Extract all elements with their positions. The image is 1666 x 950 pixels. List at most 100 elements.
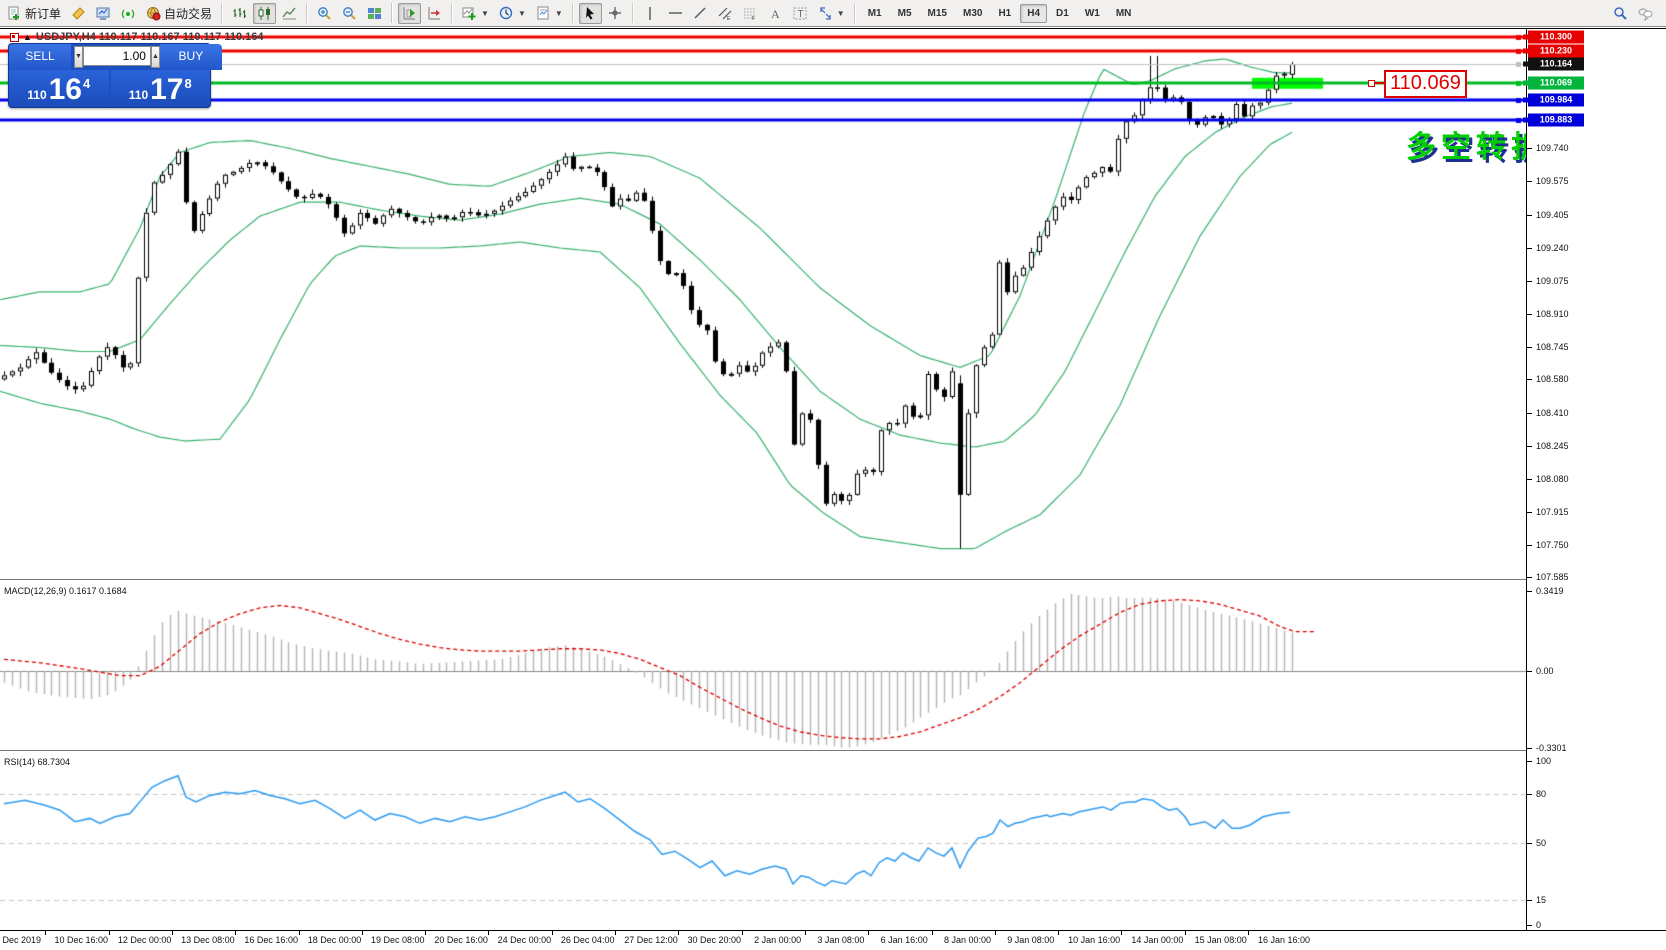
time-tick — [1184, 931, 1186, 935]
bar-chart-button[interactable] — [228, 3, 251, 24]
time-tick — [804, 931, 806, 935]
timeframe-m5-button[interactable]: M5 — [897, 7, 912, 19]
terminal-button[interactable] — [92, 3, 115, 24]
sell-price-pips: 16 — [48, 73, 82, 106]
shift-icon — [427, 6, 442, 21]
timeframe-d1-button[interactable]: D1 — [1056, 7, 1069, 19]
channel-button[interactable]: E — [714, 3, 737, 24]
zoomout-icon — [342, 6, 357, 21]
neworder-icon — [7, 6, 22, 21]
time-label: 9 Dec 2019 — [0, 935, 42, 945]
price-tag-109.984: 109.984 — [1523, 93, 1584, 107]
price-alert-button[interactable] — [67, 3, 90, 24]
time-label: 12 Dec 00:00 — [117, 935, 172, 945]
volume-decrease-button[interactable]: ▼ — [74, 46, 83, 68]
templates-button[interactable]: ▼ — [532, 3, 567, 24]
rsi-indicator-label: RSI(14) 68.7304 — [4, 757, 71, 767]
macd-tick — [1527, 748, 1532, 750]
sell-price-box[interactable]: 110 16 4 — [9, 70, 109, 107]
time-label: 10 Dec 16:00 — [54, 935, 109, 945]
timeframe-mn-button[interactable]: MN — [1115, 7, 1132, 19]
chevron-down-icon: ▼ — [836, 8, 845, 18]
cursor-button[interactable] — [578, 2, 602, 24]
barchart-icon — [232, 6, 247, 21]
time-label: 18 Dec 00:00 — [307, 935, 362, 945]
time-tick — [931, 931, 933, 935]
text-label-button[interactable]: T — [789, 3, 812, 24]
sell-price-point: 4 — [83, 76, 91, 91]
rsi-pane-canvas[interactable] — [0, 753, 1526, 930]
arrows-button[interactable]: ▼ — [814, 3, 849, 24]
timeframe-h4-button[interactable]: H4 — [1020, 3, 1048, 23]
tile-windows-button[interactable] — [363, 3, 386, 24]
trendline-button[interactable] — [689, 3, 712, 24]
timeframe-h1-button[interactable]: H1 — [998, 7, 1012, 19]
toolbar-group: 新订单 自动交易 — [2, 1, 217, 26]
price-callout-anchor — [1368, 79, 1375, 87]
time-tick — [1058, 931, 1060, 935]
time-axis[interactable]: 9 Dec 2019 10 Dec 16:00 12 Dec 00:00 13 Dec… — [0, 930, 1666, 950]
fibonacci-button[interactable]: F — [739, 3, 762, 24]
time-label: 20 Dec 16:00 — [434, 935, 488, 945]
price-tick-label: 109.240 — [1536, 242, 1569, 253]
trend-icon — [693, 6, 708, 21]
chat-icon — [1638, 6, 1653, 21]
indicators-button[interactable]: ▼ — [458, 3, 493, 24]
zoom-out-button[interactable] — [338, 3, 361, 24]
signals-button[interactable] — [117, 3, 140, 24]
macd-indicator-label: MACD(12,26,9) 0.1617 0.1684 — [4, 586, 127, 596]
search-button[interactable] — [1609, 3, 1632, 24]
volume-increase-button[interactable]: ▲ — [150, 46, 160, 68]
sell-button[interactable]: SELL — [9, 44, 71, 70]
toolbar-separator — [571, 3, 574, 23]
line-chart-button[interactable] — [278, 3, 301, 24]
price-tick — [1527, 346, 1532, 348]
search-icon — [1613, 6, 1628, 21]
price-tick-label: 108.910 — [1536, 308, 1569, 319]
rsi-tick-label: 50 — [1536, 838, 1547, 848]
time-label: 2 Jan 00:00 — [754, 935, 802, 945]
rsi-tick-label: 0 — [1536, 920, 1542, 930]
toolbar-group: ▼ ▼ ▼ — [457, 1, 568, 26]
price-tick-label: 109.075 — [1536, 275, 1569, 286]
periods-button[interactable]: ▼ — [495, 3, 530, 24]
time-tick — [298, 931, 300, 935]
price-tick — [1527, 313, 1532, 315]
price-tick — [1527, 577, 1532, 579]
candlestick-button[interactable] — [253, 2, 277, 24]
template-icon — [536, 6, 551, 21]
timeframe-m30-button[interactable]: M30 — [962, 7, 983, 19]
timeframe-w1-button[interactable]: W1 — [1084, 7, 1100, 19]
volume-input[interactable] — [82, 46, 151, 66]
text-button[interactable]: A — [764, 3, 787, 24]
one-click-trading-icon[interactable] — [10, 32, 19, 42]
rsi-tick-label: 100 — [1536, 756, 1552, 766]
main-chart-canvas[interactable] — [0, 29, 1526, 579]
time-label: 6 Jan 16:00 — [880, 935, 928, 945]
timeframe-m15-button[interactable]: M15 — [927, 7, 947, 19]
crosshair-button[interactable] — [604, 3, 627, 24]
time-label: 13 Dec 08:00 — [181, 935, 235, 945]
price-axis[interactable]: 109.740 109.575 109.405 109.240 109.075 108.9… — [1523, 29, 1666, 930]
vline-icon — [643, 6, 658, 21]
chat-button[interactable] — [1634, 3, 1657, 24]
macd-pane-canvas[interactable] — [0, 582, 1526, 750]
vline-button[interactable] — [639, 3, 662, 24]
rsi-tick — [1527, 925, 1532, 926]
price-tick — [1527, 181, 1532, 183]
main-toolbar: 新订单 自动交易 ▼ ▼ ▼ E F A T ▼ M1 M5 M15 M30 H1 H4 D1 W1 MN — [0, 0, 1666, 27]
buy-button[interactable]: BUY — [159, 44, 222, 70]
zoom-in-button[interactable] — [313, 3, 336, 24]
buy-price-box[interactable]: 110 17 8 — [110, 70, 210, 107]
price-callout-label[interactable]: 110.069 — [1384, 69, 1467, 98]
svg-text:F: F — [752, 16, 755, 21]
chart-shift-button[interactable] — [423, 3, 446, 24]
chart-window: ▲ USDJPY,H4 110.117 110.167 110.117 110.… — [0, 28, 1666, 950]
toolbar-separator — [631, 3, 634, 23]
hline-button[interactable] — [664, 3, 687, 24]
indicator-icon — [462, 6, 477, 21]
timeframe-m1-button[interactable]: M1 — [867, 7, 882, 19]
auto-scroll-button[interactable] — [398, 2, 422, 24]
autotrade-button[interactable]: 自动交易 — [142, 2, 216, 25]
new-order-button[interactable]: 新订单 — [3, 2, 65, 25]
